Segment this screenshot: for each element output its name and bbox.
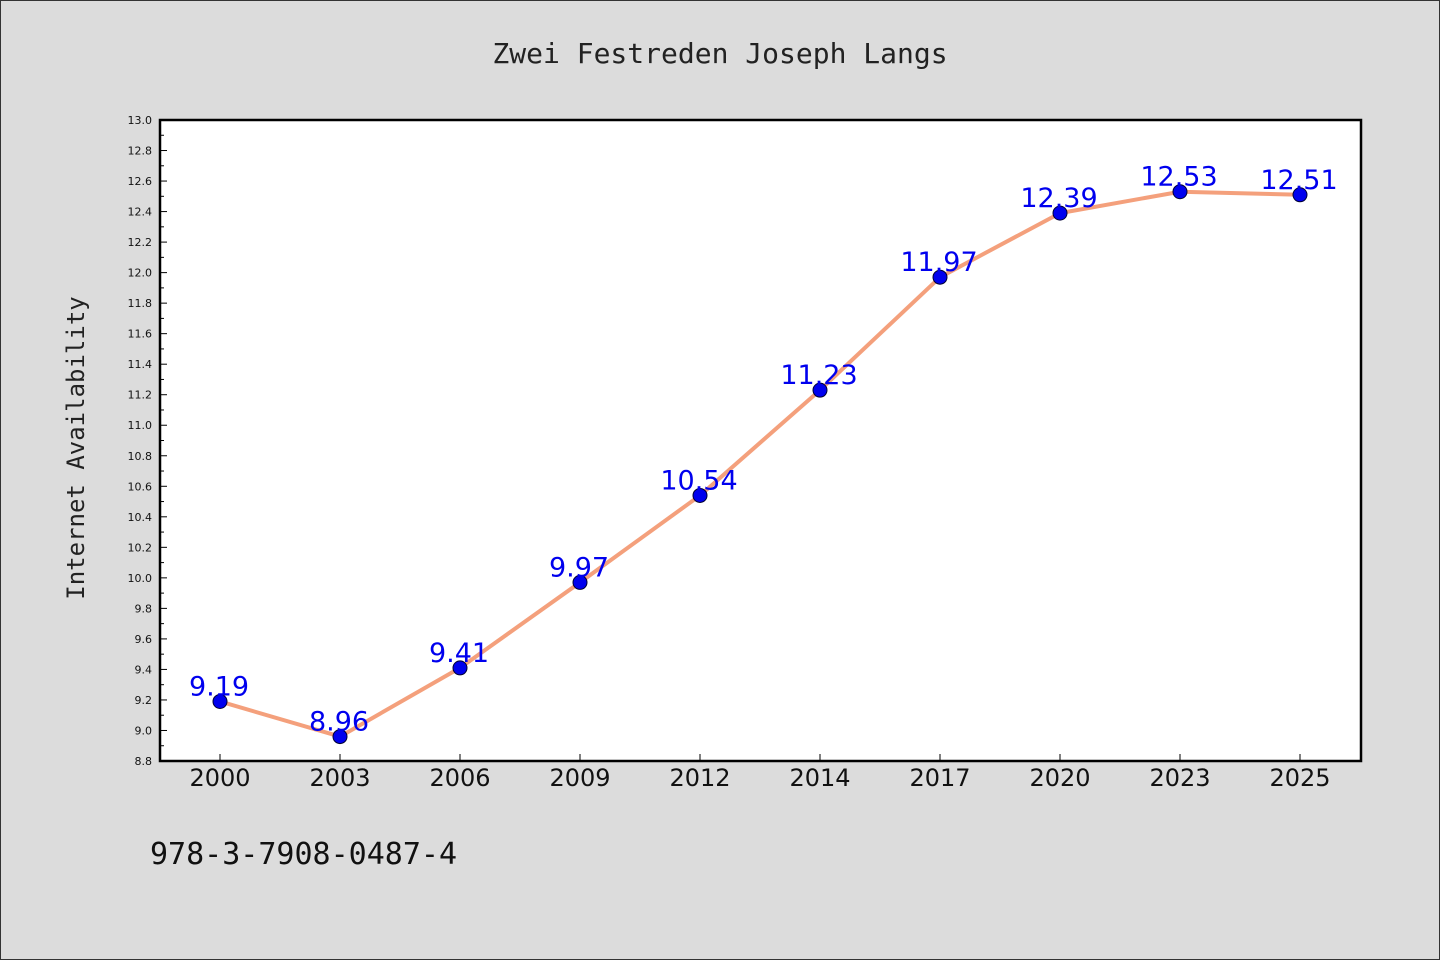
y-tick-label: 12.0 xyxy=(128,267,153,280)
data-point xyxy=(452,660,468,676)
series: 9.19 8.96 9.41 9.97 10.54 11.23 11.97 12.39 12.5… xyxy=(189,162,1338,745)
data-label: 9.97 xyxy=(549,552,609,583)
data-point xyxy=(332,729,348,745)
y-tick-label: 9.8 xyxy=(135,602,153,615)
chart-title: Zwei Festreden Joseph Langs xyxy=(492,37,947,70)
y-tick-label: 9.4 xyxy=(135,663,153,676)
x-tick-label: 2012 xyxy=(669,764,730,792)
x-tick-label: 2025 xyxy=(1269,764,1330,792)
plot-area xyxy=(158,118,1363,763)
isbn-footnote: 978-3-7908-0487-4 xyxy=(150,837,457,872)
y-tick-label: 11.8 xyxy=(128,297,153,310)
data-point xyxy=(1052,205,1068,221)
data-point xyxy=(1172,184,1188,200)
data-label: 12.53 xyxy=(1140,162,1217,193)
y-tick-label: 10.2 xyxy=(128,541,153,554)
data-label: 9.41 xyxy=(429,638,489,669)
data-label: 12.39 xyxy=(1020,183,1097,214)
y-axis: 8.8 9.0 9.2 9.4 9.6 9.8 10.0 10.2 10.4 10.6 10.8 11… xyxy=(128,114,167,768)
y-tick-label: 11.4 xyxy=(128,358,153,371)
data-point xyxy=(572,574,588,590)
y-tick-label: 12.4 xyxy=(128,206,153,219)
data-label: 12.51 xyxy=(1260,165,1337,196)
x-tick-label: 2009 xyxy=(549,764,610,792)
y-tick-label: 12.8 xyxy=(128,145,153,158)
y-tick-label: 10.6 xyxy=(128,480,153,493)
y-tick-label: 10.4 xyxy=(128,511,153,524)
y-tick-label: 9.0 xyxy=(135,724,153,737)
y-tick-label: 11.0 xyxy=(128,419,153,432)
x-tick-label: 2000 xyxy=(189,764,250,792)
y-tick-label: 11.6 xyxy=(128,328,153,341)
data-label: 11.23 xyxy=(780,360,857,391)
y-tick-label: 8.8 xyxy=(135,755,153,768)
y-tick-label: 10.8 xyxy=(128,450,153,463)
x-tick-label: 2003 xyxy=(309,764,370,792)
data-point xyxy=(212,693,228,709)
x-tick-label: 2017 xyxy=(909,764,970,792)
data-point xyxy=(692,487,708,503)
data-point xyxy=(932,269,948,285)
y-tick-label: 12.6 xyxy=(128,175,153,188)
y-tick-label: 13.0 xyxy=(128,114,153,127)
x-axis: 2000 2003 2006 2009 2012 2014 2017 2020 2023 2025 xyxy=(189,754,1331,792)
series-line xyxy=(218,189,1302,739)
y-tick-label: 9.6 xyxy=(135,633,153,646)
data-label: 9.19 xyxy=(189,671,249,702)
y-tick-label: 12.2 xyxy=(128,236,153,249)
y-tick-label: 11.2 xyxy=(128,389,153,402)
data-point xyxy=(1292,187,1308,203)
x-tick-label: 2014 xyxy=(789,764,850,792)
x-tick-label: 2020 xyxy=(1029,764,1090,792)
data-label: 8.96 xyxy=(309,707,369,738)
data-point xyxy=(812,382,828,398)
y-tick-label: 10.0 xyxy=(128,572,153,585)
x-tick-label: 2006 xyxy=(429,764,490,792)
data-label: 11.97 xyxy=(900,247,977,278)
y-tick-label: 9.2 xyxy=(135,694,153,707)
data-label: 10.54 xyxy=(660,465,737,496)
x-tick-label: 2023 xyxy=(1149,764,1210,792)
y-axis-label: Internet Availability xyxy=(62,296,90,599)
